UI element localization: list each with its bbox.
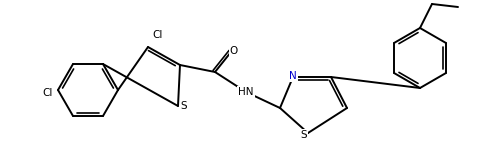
Text: S: S [301, 130, 307, 140]
Text: HN: HN [238, 87, 254, 97]
Text: Cl: Cl [43, 88, 53, 98]
Text: Cl: Cl [153, 30, 163, 40]
Text: O: O [230, 46, 238, 56]
Text: S: S [181, 101, 187, 111]
Text: N: N [289, 71, 297, 81]
